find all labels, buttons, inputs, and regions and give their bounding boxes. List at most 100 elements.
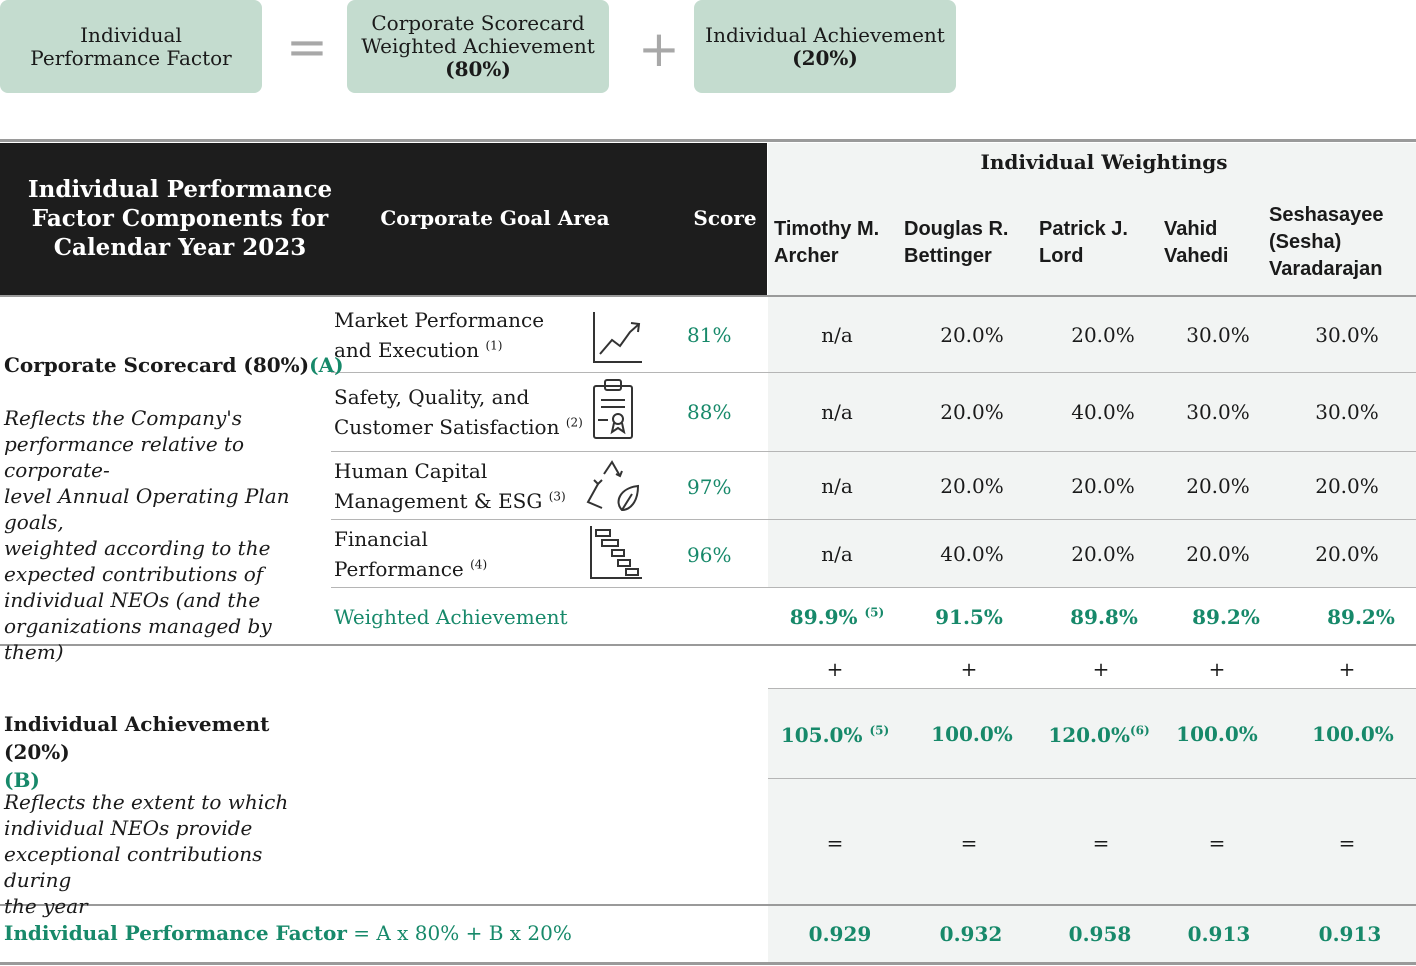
scorecard-desc-line: level Annual Operating Plan goals,: [4, 484, 290, 534]
plus-sign: +: [1208, 657, 1226, 681]
weight-cell: 40.0%: [940, 542, 1004, 566]
ipf-formula: = A x 80% + B x 20%: [353, 921, 572, 945]
plus-row-divider: [768, 688, 1416, 689]
individual-description: Reflects the extent to which individual …: [4, 789, 334, 919]
neo-archer-line2: Archer: [774, 245, 839, 267]
weight-cell: 20.0%: [1071, 474, 1135, 498]
table-bottom-rule: [0, 962, 1416, 965]
weight-cell: 40.0%: [1071, 400, 1135, 424]
weight-cell: 30.0%: [1186, 400, 1250, 424]
weighted-achievement-label: Weighted Achievement: [334, 605, 568, 629]
header-bottom-rule: [0, 295, 1416, 297]
plus-sign: +: [960, 657, 978, 681]
plus-sign: +: [1338, 657, 1356, 681]
weights-bg-scorecard: [768, 297, 1416, 588]
neo-varadarajan-line3: Varadarajan: [1269, 258, 1383, 280]
neo-varadarajan: Seshasayee (Sesha) Varadarajan: [1269, 202, 1384, 283]
scorecard-desc-line: organizations managed by them): [4, 614, 272, 664]
weight-cell: n/a: [821, 323, 853, 347]
ipf-value: 0.932: [939, 922, 1003, 946]
weight-cell: 20.0%: [1315, 542, 1379, 566]
formula-box3-pct: (20%): [792, 45, 858, 70]
weights-bg-ipf: [768, 906, 1416, 962]
goal-financial-performance: Financial Performance (4): [334, 524, 487, 584]
weight-cell: 20.0%: [1186, 474, 1250, 498]
header-score: Score: [693, 206, 757, 230]
gantt-chart-icon: [590, 526, 642, 579]
neo-archer: Timothy M. Archer: [774, 216, 879, 270]
neo-lord: Patrick J. Lord: [1039, 216, 1128, 270]
individual-title-text: Individual Achievement (20%): [4, 712, 270, 764]
formula-plus: +: [638, 20, 680, 78]
individual-tag: (B): [4, 768, 40, 792]
weighted-value: 91.5%: [935, 605, 1003, 629]
ipf-value: 0.913: [1318, 922, 1382, 946]
individual-value: 120.0%(6): [1048, 723, 1150, 747]
goal-label-line2: Management & ESG: [334, 489, 543, 513]
scorecard-desc-line: weighted according to the: [4, 536, 271, 560]
equals-sign: =: [826, 831, 844, 855]
individual-row-divider: [768, 778, 1416, 779]
goal-label-line1: Financial: [334, 527, 428, 551]
individual-desc-line: the year: [4, 894, 88, 918]
header-components-line3: Calendar Year 2023: [53, 234, 307, 261]
ipf-value: 0.929: [808, 922, 872, 946]
goal-label-line1: Safety, Quality, and: [334, 385, 530, 409]
score-financial-performance: 96%: [687, 543, 732, 567]
individual-desc-line: individual NEOs provide: [4, 816, 253, 840]
weight-cell: 20.0%: [1186, 542, 1250, 566]
header-components-line1: Individual Performance: [27, 176, 333, 203]
equals-sign: =: [1092, 831, 1110, 855]
goal-label-line1: Human Capital: [334, 459, 488, 483]
weighted-value: 89.9% (5): [789, 605, 885, 629]
header-components-line2: Factor Components for: [31, 205, 329, 232]
formula-equals: =: [286, 18, 328, 76]
weights-bg-individual: [768, 689, 1416, 905]
weight-cell: 30.0%: [1315, 400, 1379, 424]
weight-cell: 20.0%: [1071, 542, 1135, 566]
individual-desc-line: exceptional contributions during: [4, 842, 263, 892]
neo-archer-line1: Timothy M.: [774, 218, 880, 240]
neo-vahedi: Vahid Vahedi: [1164, 216, 1228, 270]
score-safety-quality: 88%: [687, 400, 732, 424]
formula-box-scorecard: Corporate Scorecard Weighted Achievement…: [347, 0, 609, 93]
neo-lord-line1: Patrick J.: [1039, 218, 1128, 240]
formula-box2-pct: (80%): [445, 57, 511, 81]
plus-sign: +: [826, 657, 844, 681]
scorecard-bottom-rule: [0, 644, 1416, 646]
goal-safety-quality: Safety, Quality, and Customer Satisfacti…: [334, 382, 583, 442]
equals-sign: =: [1208, 831, 1226, 855]
clipboard-certificate-icon: [593, 379, 633, 439]
footnote-ref: (1): [485, 338, 503, 353]
scorecard-desc-line: Reflects the Company's: [4, 406, 243, 430]
chart-trend-icon: [593, 312, 642, 363]
goal-market-performance: Market Performance and Execution (1): [334, 305, 544, 365]
neo-bettinger-line1: Douglas R.: [904, 218, 1009, 240]
ipf-label: Individual Performance Factor: [4, 921, 347, 945]
formula-ipf-label: Individual Performance Factor: [30, 22, 232, 70]
ipf-value: 0.958: [1068, 922, 1132, 946]
weighted-value: 89.2%: [1192, 605, 1260, 629]
scorecard-desc-line: performance relative to corporate-: [4, 432, 245, 482]
weight-cell: 20.0%: [940, 400, 1004, 424]
row-divider-4: [331, 587, 1416, 588]
neo-varadarajan-line1: Seshasayee: [1269, 204, 1384, 226]
neo-bettinger: Douglas R. Bettinger: [904, 216, 1008, 270]
ipf-value: 0.913: [1187, 922, 1251, 946]
ipf-row-label: Individual Performance Factor = A x 80% …: [4, 921, 572, 945]
individual-desc-line: Reflects the extent to which: [4, 790, 289, 814]
weight-cell: 30.0%: [1186, 323, 1250, 347]
score-human-capital: 97%: [687, 475, 732, 499]
weight-cell: 20.0%: [940, 474, 1004, 498]
row-divider-2: [331, 451, 1416, 452]
goal-label-line2: Customer Satisfaction: [334, 415, 560, 439]
formula-box-ipf: Individual Performance Factor: [0, 0, 262, 93]
neo-varadarajan-line2: (Sesha): [1269, 231, 1342, 253]
weighted-value: 89.8%: [1070, 605, 1138, 629]
individual-value: 100.0%: [931, 722, 1013, 746]
formula-box2-line2: Weighted Achievement: [361, 34, 595, 58]
individual-value: 105.0% (5): [780, 723, 890, 747]
weights-bg-top: [768, 143, 1416, 295]
scorecard-description: Reflects the Company's performance relat…: [4, 405, 334, 665]
formula-box2-line1: Corporate Scorecard: [371, 11, 585, 35]
